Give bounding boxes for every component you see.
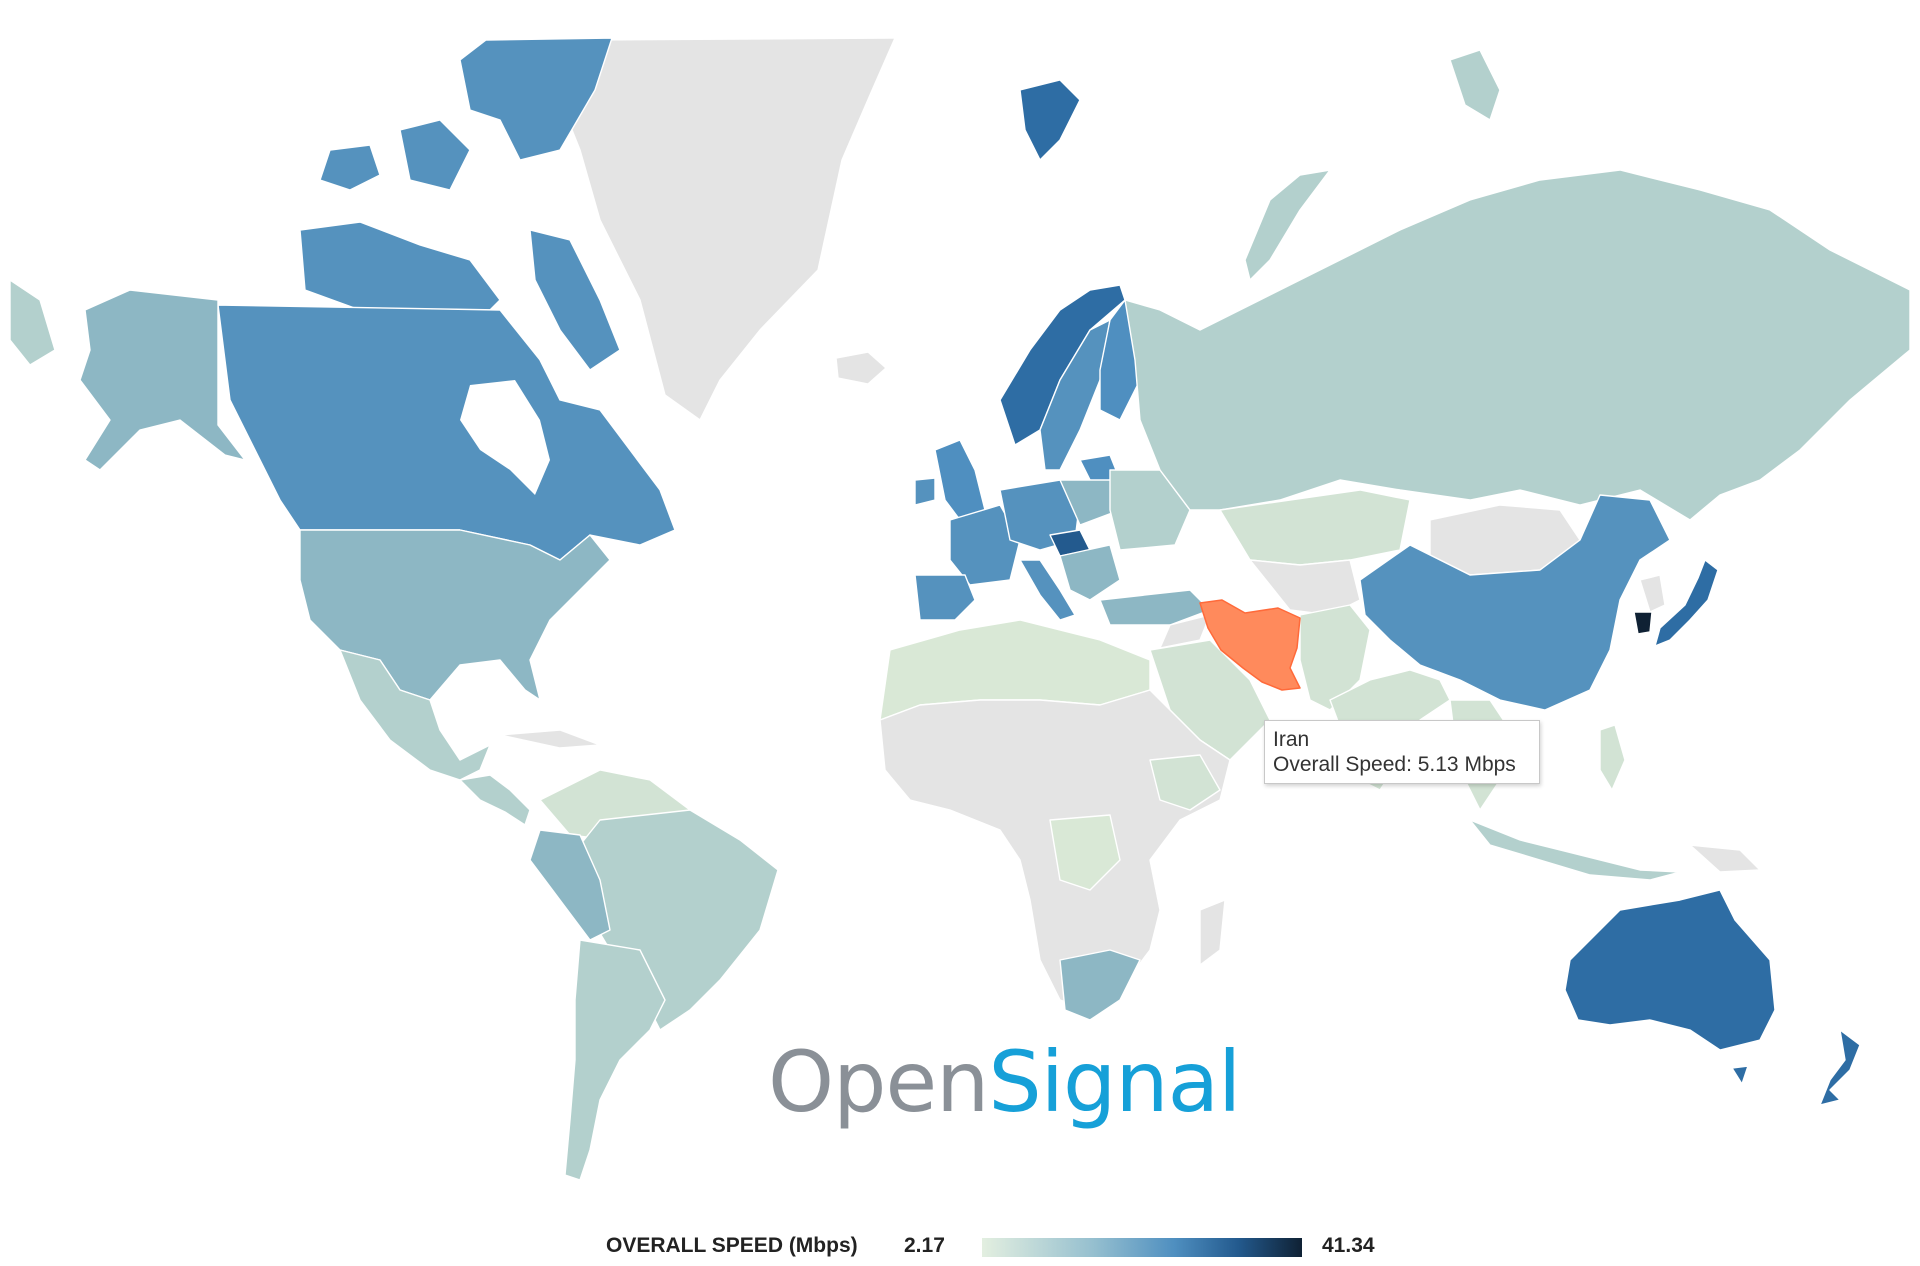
country-spain-portugal[interactable] — [914, 574, 976, 621]
country-tasmania[interactable] — [1731, 1065, 1749, 1085]
legend-max-value: 41.34 — [1322, 1234, 1375, 1257]
country-mexico[interactable] — [339, 649, 491, 781]
logo-open-text: Open — [768, 1033, 989, 1131]
country-japan[interactable] — [1654, 559, 1719, 647]
country-papua[interactable] — [1689, 844, 1761, 873]
country-canada-arctic-3[interactable] — [399, 119, 471, 191]
tooltip-speed-value: Overall Speed: 5.13 Mbps — [1273, 753, 1516, 776]
country-ireland[interactable] — [914, 477, 936, 506]
legend-gradient-bar — [982, 1238, 1302, 1257]
country-iraq-syria[interactable] — [1159, 614, 1211, 649]
legend-min-value: 2.17 — [904, 1234, 945, 1257]
country-russia-north-islands[interactable] — [1449, 49, 1501, 121]
country-united-kingdom[interactable] — [934, 439, 986, 521]
country-philippines[interactable] — [1599, 724, 1626, 791]
color-legend: OVERALL SPEED (Mbps) 2.17 41.34 — [0, 1230, 1920, 1266]
hudson-bay — [460, 380, 550, 495]
country-south-korea[interactable] — [1633, 611, 1653, 635]
country-indonesia[interactable] — [1469, 819, 1681, 881]
country-peru-bolivia[interactable] — [529, 829, 611, 941]
country-russia-novaya-zemlya[interactable] — [1244, 169, 1331, 281]
country-turkey[interactable] — [1099, 589, 1211, 626]
country-svalbard[interactable] — [1019, 79, 1081, 161]
country-alaska[interactable] — [79, 289, 246, 471]
logo-signal-text: Signal — [988, 1033, 1241, 1131]
country-cuba[interactable] — [499, 729, 601, 749]
legend-title: OVERALL SPEED (Mbps) — [606, 1234, 858, 1257]
country-italy[interactable] — [1019, 559, 1076, 621]
country-central-asia[interactable] — [1249, 559, 1361, 616]
country-new-zealand[interactable] — [1819, 1029, 1861, 1106]
country-canada[interactable] — [217, 304, 676, 561]
country-australia[interactable] — [1564, 889, 1776, 1051]
country-iceland[interactable] — [835, 351, 887, 385]
country-russia[interactable] — [1124, 169, 1911, 521]
country-north-korea[interactable] — [1639, 574, 1666, 613]
country-canada-arctic-4[interactable] — [319, 144, 381, 191]
country-ethiopia[interactable] — [1149, 754, 1221, 811]
country-iran[interactable] — [1199, 599, 1301, 691]
country-france[interactable] — [949, 504, 1021, 586]
country-canada-arctic[interactable] — [459, 37, 613, 161]
country-tooltip: Iran Overall Speed: 5.13 Mbps — [1264, 720, 1540, 784]
country-canada-arctic-5[interactable] — [529, 229, 621, 371]
country-drc[interactable] — [1049, 814, 1121, 891]
opensignal-logo: OpenSignal — [768, 1040, 1241, 1124]
country-central-america[interactable] — [459, 774, 531, 826]
country-russia-east-tip[interactable] — [9, 279, 56, 366]
country-balkans[interactable] — [1059, 544, 1121, 601]
country-china[interactable] — [1359, 494, 1671, 711]
tooltip-country-name: Iran — [1273, 728, 1310, 751]
country-greenland[interactable] — [559, 37, 896, 421]
country-argentina-chile[interactable] — [564, 939, 666, 1181]
country-madagascar[interactable] — [1199, 899, 1226, 966]
country-south-africa[interactable] — [1059, 949, 1141, 1021]
